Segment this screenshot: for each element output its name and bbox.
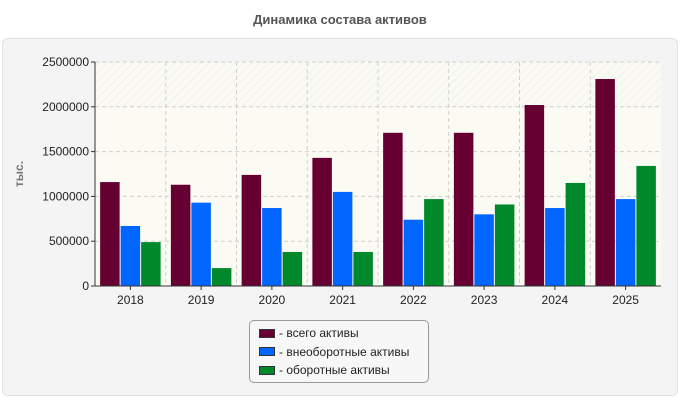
- bar: [141, 242, 161, 286]
- y-tick-label: 2000000: [42, 100, 89, 114]
- legend-label: - оборотные активы: [279, 363, 390, 378]
- bar: [312, 157, 332, 286]
- legend-item: - всего активы: [259, 324, 428, 343]
- bar: [262, 208, 282, 286]
- bar: [353, 251, 373, 286]
- legend-item: - оборотные активы: [259, 361, 428, 380]
- bar: [191, 202, 211, 286]
- y-tick-label: 500000: [49, 234, 89, 248]
- legend-item: - внеоборотные активы: [259, 343, 428, 362]
- x-tick-label: 2020: [259, 293, 286, 307]
- legend-label: - всего активы: [279, 326, 359, 341]
- x-tick-label: 2018: [117, 293, 144, 307]
- x-tick-label: 2022: [400, 293, 427, 307]
- bar: [120, 225, 141, 286]
- chart-legend: - всего активы - внеоборотные активы - о…: [249, 320, 429, 383]
- bar: [403, 219, 424, 286]
- bar: [474, 214, 494, 286]
- bar: [636, 165, 656, 286]
- y-tick-label: 1000000: [42, 189, 89, 203]
- x-tick-label: 2024: [542, 293, 569, 307]
- bar: [241, 174, 262, 286]
- bar: [332, 191, 353, 286]
- bar: [565, 182, 586, 286]
- bar: [545, 208, 565, 286]
- legend-swatch: [259, 365, 275, 375]
- legend-swatch: [259, 347, 275, 357]
- y-tick-label: 2500000: [42, 55, 89, 69]
- legend-swatch: [259, 328, 275, 338]
- bar: [383, 132, 403, 286]
- bar: [211, 268, 232, 286]
- bar: [424, 199, 444, 286]
- y-tick-label: 0: [82, 279, 89, 293]
- bar: [100, 182, 120, 286]
- x-tick-label: 2019: [188, 293, 215, 307]
- bar: [494, 204, 515, 286]
- bar: [595, 79, 615, 286]
- bar: [615, 199, 636, 286]
- legend-label: - внеоборотные активы: [279, 344, 410, 359]
- y-tick-label: 1500000: [42, 145, 89, 159]
- y-axis-label: тыс.: [12, 161, 26, 187]
- x-tick-label: 2021: [329, 293, 356, 307]
- chart-title: Динамика состава активов: [253, 12, 427, 27]
- bar: [453, 132, 474, 286]
- bar: [524, 105, 545, 287]
- x-tick-label: 2023: [471, 293, 498, 307]
- bar: [282, 251, 303, 286]
- x-tick-label: 2025: [612, 293, 639, 307]
- bar: [170, 184, 191, 286]
